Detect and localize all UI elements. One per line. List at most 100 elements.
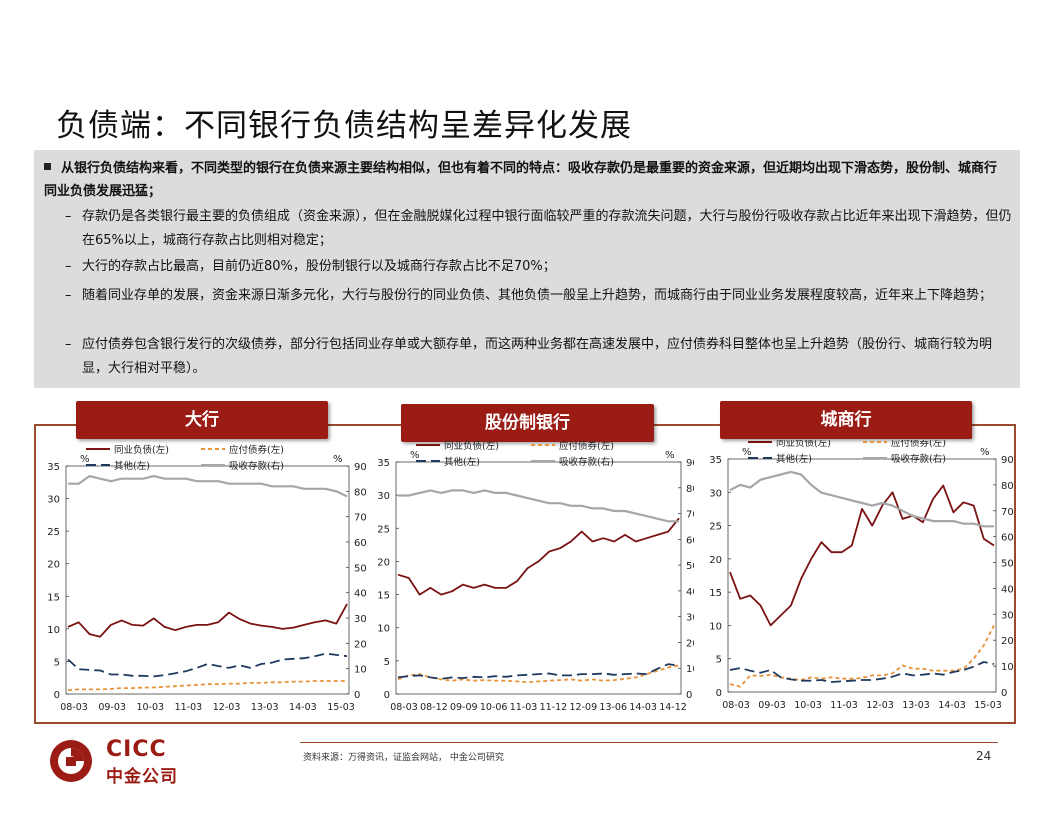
series-line: [397, 517, 680, 596]
x-axis-tick-label: 09-03: [758, 700, 786, 711]
panel-tab-city-banks: 城商行: [720, 401, 972, 439]
logo-text-cn: 中金公司: [106, 767, 178, 787]
x-axis-tick-label: 11-03: [510, 702, 538, 713]
square-bullet-icon: [44, 163, 51, 170]
left-axis-tick-label: 20: [709, 555, 722, 566]
right-axis-tick-label: 60: [354, 538, 366, 549]
dash-bullet-icon: –: [65, 209, 72, 224]
right-axis-tick-label: 0: [686, 690, 692, 701]
page-title: 负债端：不同银行负债结构呈差异化发展: [56, 108, 632, 144]
left-axis-tick-label: 15: [377, 591, 390, 602]
summary-bullet: – 存款仍是各类银行最主要的负债组成（资金来源），但在金融脱媒化过程中银行面临较…: [65, 205, 1012, 253]
x-axis-tick-label: 13-03: [251, 702, 279, 713]
legend-label: 吸收存款(右): [559, 456, 614, 468]
x-axis-tick-label: 12-03: [213, 702, 241, 713]
x-axis-tick-label: 08-12: [420, 702, 448, 713]
cicc-logo-icon: [50, 740, 92, 782]
left-axis-tick-label: 25: [709, 522, 722, 533]
series-line: [67, 680, 347, 691]
plot-area: [727, 458, 997, 693]
legend-label: 吸收存款(右): [891, 453, 946, 465]
source-note: 资料来源：万得资讯，证监会网站， 中金公司研究: [303, 753, 504, 763]
x-axis-tick-label: 14-12: [659, 702, 687, 713]
summary-bullet-text: 存款仍是各类银行最主要的负债组成（资金来源），但在金融脱媒化过程中银行面临较严重…: [82, 209, 1012, 248]
right-axis-tick-label: 90: [1001, 455, 1014, 466]
left-axis-tick-label: 25: [377, 524, 390, 535]
right-axis-tick-label: 30: [686, 613, 694, 624]
left-axis-tick-label: 15: [709, 588, 722, 599]
summary-lead: 从银行负债结构来看，不同类型的银行在负债来源主要结构相似，但也有着不同的特点：吸…: [44, 157, 1008, 203]
logo-text-en: CICC: [106, 737, 167, 762]
series-line: [729, 470, 994, 528]
cicc-logo: [44, 738, 102, 788]
right-axis-tick-label: 90: [686, 458, 694, 469]
left-axis-tick-label: 10: [709, 621, 722, 632]
chart-big-banks: 0 5 10 15 20 25 30 35 0 10 20 30 40 50 60 70 80 90% % 08-03…: [47, 444, 366, 713]
x-axis-tick-label: 09-03: [98, 702, 126, 713]
left-axis-tick-label: 20: [47, 560, 60, 571]
right-axis-tick-label: 20: [686, 638, 694, 649]
chart-joint-stock-banks: 0 5 10 15 20 25 30 35 0 10 20 30 40 50 60 70 80 90%% 08-03…: [377, 440, 694, 713]
right-axis-tick-label: 50: [686, 561, 694, 572]
summary-bullet: – 大行的存款占比最高，目前仍近80%，股份制银行以及城商行存款占比不足70%；: [65, 255, 1012, 279]
left-axis-unit: %: [410, 450, 420, 461]
series-line: [67, 652, 348, 678]
series-line: [68, 474, 348, 498]
left-axis-tick-label: 15: [47, 592, 60, 603]
legend-label: 应付债券(左): [891, 440, 946, 449]
left-axis-tick-label: 0: [384, 690, 390, 701]
right-axis-tick-label: 60: [686, 535, 694, 546]
x-axis-tick-label: 14-03: [938, 700, 966, 711]
right-axis-tick-label: 10: [354, 665, 366, 676]
left-axis-unit: %: [80, 454, 90, 465]
x-axis-tick-label: 15-03: [974, 700, 1002, 711]
summary-bullet-text: 大行的存款占比最高，目前仍近80%，股份制银行以及城商行存款占比不足70%；: [82, 259, 556, 274]
plot-area: [395, 461, 682, 695]
legend-label: 应付债券(左): [229, 444, 284, 456]
x-axis-tick-label: 08-03: [390, 702, 418, 713]
left-axis-tick-label: 5: [54, 657, 60, 668]
series-line: [729, 624, 995, 688]
summary-bullet: – 随着同业存单的发展，资金来源日渐多元化，大行与股份行的同业负债、其他负债一般…: [65, 284, 1012, 308]
x-axis-tick-label: 11-03: [175, 702, 203, 713]
right-axis-tick-label: 0: [354, 690, 360, 701]
right-axis-tick-label: 40: [686, 587, 694, 598]
x-axis-tick-label: 13-06: [599, 702, 627, 713]
summary-box: 从银行负债结构来看，不同类型的银行在负债来源主要结构相似，但也有着不同的特点：吸…: [34, 150, 1020, 388]
series-line: [398, 489, 679, 523]
right-axis-tick-label: 50: [1001, 559, 1014, 570]
summary-bullet-text: 应付债券包含银行发行的次级债券，部分行包括同业存单或大额存单，而这两种业务都在高…: [82, 337, 993, 376]
legend-label: 其他(左): [444, 456, 480, 468]
footer-divider: [300, 742, 998, 743]
left-axis-tick-label: 35: [377, 458, 390, 469]
right-axis-tick-label: 0: [1001, 688, 1007, 699]
page-number: 24: [976, 749, 992, 763]
right-axis-tick-label: 80: [686, 484, 694, 495]
right-axis-tick-label: 70: [354, 513, 366, 524]
x-axis-tick-label: 12-03: [866, 700, 894, 711]
left-axis-unit: %: [742, 447, 752, 458]
right-axis-unit: %: [333, 454, 343, 465]
series-line: [397, 663, 680, 680]
left-axis-tick-label: 35: [47, 462, 60, 473]
right-axis-tick-label: 60: [1001, 533, 1014, 544]
legend-label: 吸收存款(右): [229, 460, 284, 472]
left-axis-tick-label: 30: [377, 491, 390, 502]
x-axis-tick-label: 11-03: [830, 700, 858, 711]
right-axis-tick-label: 30: [354, 614, 366, 625]
x-axis-tick-label: 12-09: [570, 702, 598, 713]
right-axis-tick-label: 40: [1001, 584, 1014, 595]
x-axis-tick-label: 11-12: [540, 702, 568, 713]
x-axis-tick-label: 13-03: [902, 700, 930, 711]
panel-tab-big-banks: 大行: [76, 401, 328, 439]
x-axis-tick-label: 09-09: [450, 702, 478, 713]
x-axis-tick-label: 14-03: [289, 702, 317, 713]
left-axis-tick-label: 30: [709, 488, 722, 499]
x-axis-tick-label: 10-06: [480, 702, 508, 713]
x-axis-tick-label: 08-03: [60, 702, 88, 713]
legend-label: 同业负债(左): [776, 440, 831, 449]
left-axis-tick-label: 10: [47, 625, 60, 636]
legend-label: 同业负债(左): [444, 440, 499, 452]
legend-label: 其他(左): [114, 460, 150, 472]
summary-lead-text: 从银行负债结构来看，不同类型的银行在负债来源主要结构相似，但也有着不同的特点：吸…: [44, 161, 998, 199]
